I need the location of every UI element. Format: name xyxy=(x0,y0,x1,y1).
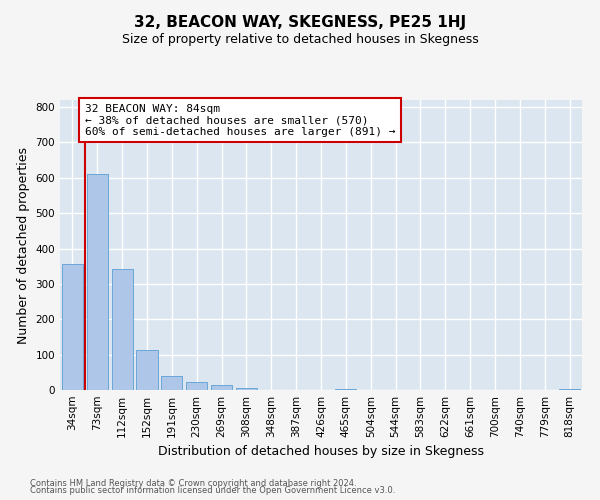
Text: Contains HM Land Registry data © Crown copyright and database right 2024.: Contains HM Land Registry data © Crown c… xyxy=(30,478,356,488)
Bar xyxy=(87,174,108,390)
Bar xyxy=(161,376,182,390)
Bar xyxy=(112,268,133,390)
Text: 32 BEACON WAY: 84sqm
← 38% of detached houses are smaller (570)
60% of semi-deta: 32 BEACON WAY: 84sqm ← 38% of detached h… xyxy=(85,104,395,136)
Bar xyxy=(62,264,83,390)
Bar xyxy=(211,385,232,390)
Text: Size of property relative to detached houses in Skegness: Size of property relative to detached ho… xyxy=(122,32,478,46)
Y-axis label: Number of detached properties: Number of detached properties xyxy=(17,146,30,344)
Text: Contains public sector information licensed under the Open Government Licence v3: Contains public sector information licen… xyxy=(30,486,395,495)
Bar xyxy=(559,388,580,390)
Bar xyxy=(236,388,257,390)
Bar xyxy=(136,350,158,390)
Text: 32, BEACON WAY, SKEGNESS, PE25 1HJ: 32, BEACON WAY, SKEGNESS, PE25 1HJ xyxy=(134,15,466,30)
Bar xyxy=(186,382,207,390)
X-axis label: Distribution of detached houses by size in Skegness: Distribution of detached houses by size … xyxy=(158,446,484,458)
Bar xyxy=(335,388,356,390)
